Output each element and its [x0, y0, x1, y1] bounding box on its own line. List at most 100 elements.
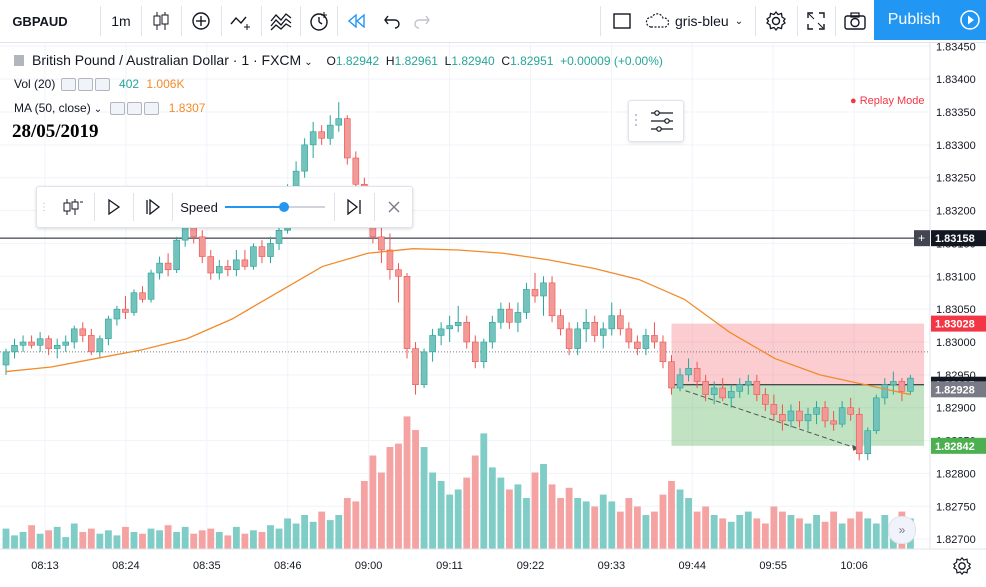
camera-icon[interactable]: [837, 0, 873, 42]
y-tick-label: 1.83100: [936, 271, 976, 283]
price-label-bg: [931, 230, 986, 247]
volume-bar: [275, 528, 283, 549]
volume-bar: [318, 511, 326, 549]
candle-body: [11, 344, 18, 353]
object-tree-button[interactable]: [628, 100, 684, 142]
select-bar-icon[interactable]: [53, 187, 91, 227]
candle-body: [668, 361, 675, 389]
speed-label: Speed: [180, 199, 218, 215]
publish-button[interactable]: Publish: [874, 0, 954, 40]
chevron-down-icon: ⌄: [734, 15, 744, 27]
plus-icon: +: [918, 231, 925, 245]
chart-svg[interactable]: 1.83450 1.83400 1.83350 1.83300 1.83250 1.832…: [0, 41, 986, 582]
candle-body: [335, 118, 343, 126]
replay-icon[interactable]: [339, 0, 375, 42]
candle-body: [267, 243, 274, 257]
volume-bar: [292, 523, 300, 549]
candle-body: [565, 328, 573, 349]
close-icon[interactable]: [144, 102, 160, 116]
x-tick-label: 08:13: [31, 560, 59, 572]
volume-bar: [719, 518, 727, 549]
add-indicator-icon[interactable]: [183, 0, 219, 42]
volume-bar: [804, 523, 812, 549]
layout-name: gris-bleu: [675, 13, 729, 29]
symbol-search-button[interactable]: GBPAUD: [12, 13, 68, 29]
candle-body: [403, 275, 411, 349]
gear-icon[interactable]: [77, 78, 93, 92]
volume-bar: [454, 489, 462, 549]
volume-bar: [625, 498, 633, 549]
alert-icon[interactable]: [302, 0, 336, 42]
volume-bar: [480, 433, 488, 549]
candle-body: [804, 413, 812, 422]
volume-bar: [36, 533, 44, 549]
gear-icon[interactable]: [127, 102, 143, 116]
candle-body: [727, 390, 735, 399]
play-icon[interactable]: [96, 187, 132, 227]
indicators-icon[interactable]: [263, 0, 299, 42]
eye-icon[interactable]: [60, 78, 76, 92]
volume-bar: [198, 530, 206, 549]
x-tick-label: 08:35: [193, 560, 221, 572]
volume-bar: [505, 489, 513, 549]
jump-to-realtime-icon[interactable]: [336, 187, 372, 227]
layout-button[interactable]: gris-bleu ⌄: [645, 0, 745, 42]
volume-indicator-name: Vol (20): [14, 77, 56, 91]
settings-icon[interactable]: [757, 0, 795, 42]
volume-bar: [267, 525, 274, 549]
volume-bar: [488, 467, 496, 549]
volume-bar: [582, 501, 590, 549]
close-icon[interactable]: [376, 187, 412, 227]
volume-bar: [96, 533, 104, 549]
settings-icon[interactable]: [952, 556, 972, 576]
volume-bar: [45, 530, 53, 549]
volume-bar: [28, 525, 36, 549]
x-tick-label: 09:00: [355, 560, 383, 572]
candle-body: [352, 157, 360, 185]
candle-body: [250, 246, 257, 267]
speed-slider[interactable]: [225, 187, 325, 227]
eye-icon[interactable]: [110, 102, 126, 116]
candle-body: [79, 328, 87, 336]
volume-bar: [429, 472, 437, 549]
volume-bar: [360, 481, 368, 549]
volume-bar: [403, 416, 411, 549]
volume-bar: [463, 477, 471, 549]
fullscreen-icon[interactable]: [799, 0, 833, 42]
volume-bar: [497, 477, 505, 549]
candle-body: [548, 282, 556, 317]
compare-icon[interactable]: [223, 0, 259, 42]
candles-icon[interactable]: [143, 0, 179, 42]
x-tick-label: 09:11: [436, 560, 463, 572]
candle-body: [702, 381, 709, 395]
candle-body: [62, 341, 70, 346]
close-icon[interactable]: [94, 78, 110, 92]
volume-value: 402: [119, 77, 140, 91]
chart-area[interactable]: 1.83450 1.83400 1.83350 1.83300 1.83250 1.832…: [0, 41, 986, 582]
candle-body: [736, 384, 744, 392]
redo-icon[interactable]: [407, 0, 437, 42]
step-forward-icon[interactable]: [135, 187, 171, 227]
volume-bar: [616, 511, 624, 549]
fullscreen-box-icon[interactable]: [606, 0, 638, 42]
y-tick-label: 1.82900: [936, 403, 976, 415]
candle-body: [625, 328, 633, 343]
scroll-to-realtime-button[interactable]: »: [888, 516, 916, 544]
candle-body: [429, 335, 436, 353]
volume-bar: [642, 515, 650, 549]
volume-bar: [471, 455, 479, 549]
price-axis: [930, 43, 986, 582]
price-label-bg: [931, 437, 986, 454]
candle-body: [53, 344, 61, 349]
volume-bar: [531, 472, 539, 549]
drag-handle[interactable]: ⋮: [39, 201, 49, 213]
play-icon[interactable]: [954, 0, 986, 40]
volume-bar: [53, 526, 61, 549]
y-tick-label: 1.82750: [936, 501, 976, 513]
undo-icon[interactable]: [377, 0, 407, 42]
top-toolbar: GBPAUD 1m gris-bleu ⌄: [0, 0, 986, 43]
candle-body: [463, 321, 471, 343]
volume-bar: [130, 532, 138, 549]
interval-button[interactable]: 1m: [111, 13, 131, 29]
candle-body: [173, 239, 180, 271]
